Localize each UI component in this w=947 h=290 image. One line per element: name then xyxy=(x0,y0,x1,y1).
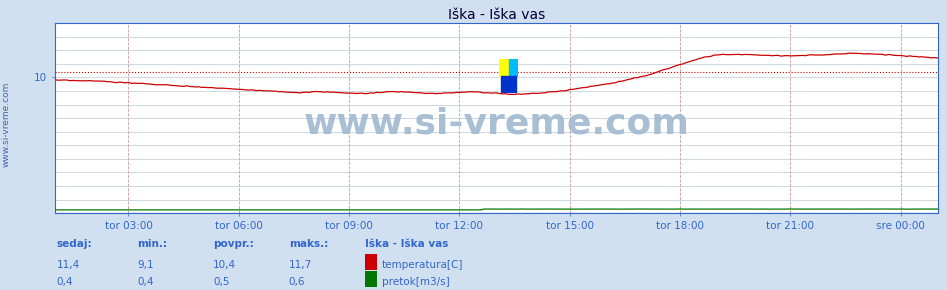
Title: Iška - Iška vas: Iška - Iška vas xyxy=(448,8,545,22)
Text: temperatura[C]: temperatura[C] xyxy=(382,260,463,270)
Text: 11,4: 11,4 xyxy=(57,260,80,270)
Text: www.si-vreme.com: www.si-vreme.com xyxy=(303,107,689,141)
Text: Iška - Iška vas: Iška - Iška vas xyxy=(365,240,448,249)
Text: 11,7: 11,7 xyxy=(289,260,313,270)
Text: min.:: min.: xyxy=(137,240,168,249)
Text: 10,4: 10,4 xyxy=(213,260,236,270)
Text: pretok[m3/s]: pretok[m3/s] xyxy=(382,277,450,287)
Text: 0,6: 0,6 xyxy=(289,277,305,287)
Text: 0,4: 0,4 xyxy=(57,277,73,287)
Text: povpr.:: povpr.: xyxy=(213,240,254,249)
Text: 0,4: 0,4 xyxy=(137,277,153,287)
Text: www.si-vreme.com: www.si-vreme.com xyxy=(1,82,10,167)
Text: maks.:: maks.: xyxy=(289,240,328,249)
Text: sedaj:: sedaj: xyxy=(57,240,93,249)
Text: 0,5: 0,5 xyxy=(213,277,229,287)
Text: 9,1: 9,1 xyxy=(137,260,154,270)
